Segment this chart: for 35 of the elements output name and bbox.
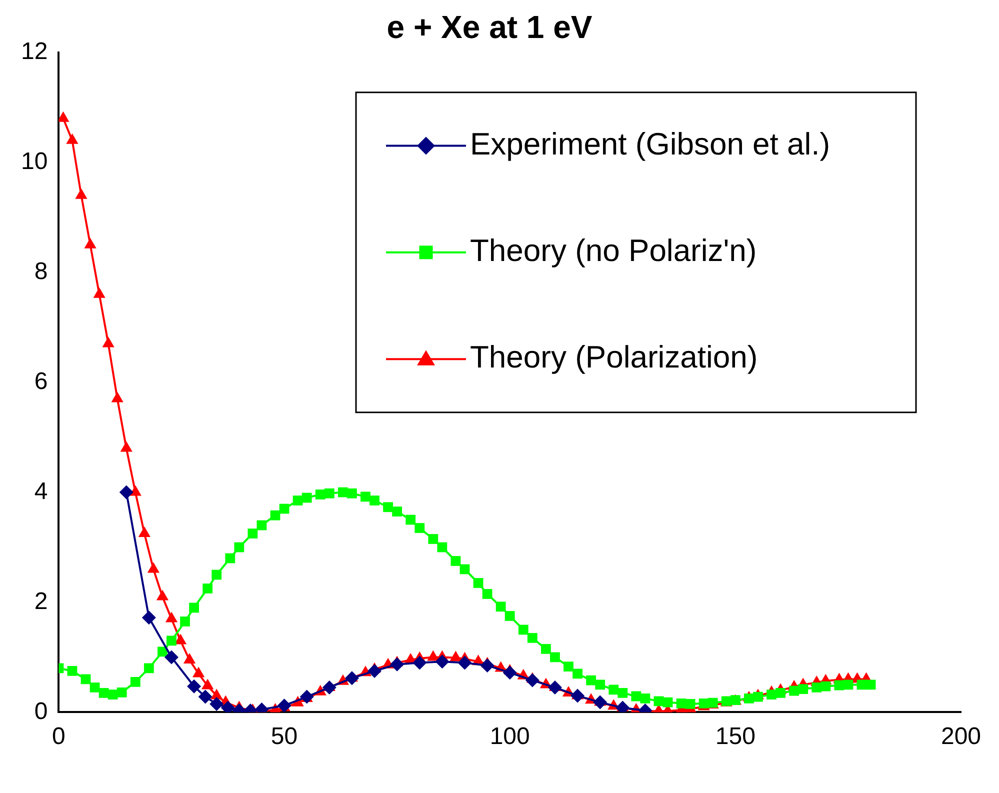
point [480, 658, 494, 672]
point [390, 657, 404, 672]
y-tick-label: 10 [20, 148, 48, 175]
point [344, 671, 359, 686]
point [119, 485, 134, 500]
point [593, 695, 608, 710]
y-tick-label: 4 [34, 478, 48, 505]
point [322, 680, 336, 694]
y-tick-label: 0 [34, 698, 48, 725]
legend-label: Theory (no Polariz'n) [470, 232, 757, 268]
point [570, 688, 585, 703]
x-tick-label: 200 [940, 723, 982, 750]
point [548, 680, 562, 694]
legend-label: Theory (Polarization) [470, 340, 758, 375]
x-tick-label: 0 [52, 723, 66, 750]
legend-label: Experiment (Gibson et al.) [470, 126, 830, 162]
point [525, 673, 540, 688]
y-tick-label: 8 [34, 258, 48, 285]
point [210, 696, 224, 711]
point [198, 690, 212, 704]
point [458, 656, 472, 670]
point [164, 650, 178, 664]
chart-title: e + Xe at 1 eV [386, 9, 593, 46]
x-tick-label: 100 [490, 723, 530, 750]
y-tick-label: 12 [20, 38, 48, 66]
point [142, 610, 156, 625]
x-tick-label: 150 [715, 723, 756, 750]
point [502, 666, 517, 680]
point [412, 656, 427, 670]
point [435, 654, 450, 669]
x-tick-label: 50 [270, 723, 298, 750]
y-tick-label: 6 [34, 368, 48, 395]
y-tick-label: 2 [34, 588, 48, 615]
point [187, 679, 202, 694]
point [368, 664, 382, 678]
